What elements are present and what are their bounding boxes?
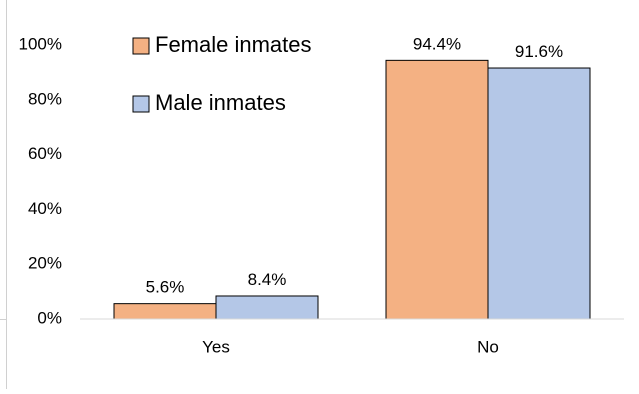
bar-yes-series-1: [113, 303, 217, 320]
bar-no-series-1: [385, 59, 489, 320]
bar-yes-series-2: [215, 295, 319, 320]
y-axis: 0% 20% 40% 60% 80% 100%: [19, 34, 62, 327]
data-labels: 5.6% 8.4% 94.4% 91.6%: [146, 34, 563, 296]
legend-swatch-series-2: [132, 95, 150, 113]
x-tick-label: No: [477, 337, 499, 356]
y-tick-label: 40%: [28, 199, 62, 218]
legend: Female inmates Male inmates: [132, 32, 312, 115]
y-tick-label: 80%: [28, 89, 62, 108]
data-label: 5.6%: [146, 278, 185, 297]
y-tick-label: 0%: [37, 308, 62, 327]
bar-no-series-2: [487, 67, 591, 320]
panel-edge-line: [6, 0, 7, 389]
legend-label: Male inmates: [155, 90, 286, 115]
panel-edge-tick: [0, 319, 6, 320]
y-tick-label: 100%: [19, 34, 62, 53]
x-tick-label: Yes: [202, 337, 230, 356]
y-tick-label: 60%: [28, 144, 62, 163]
legend-label: Female inmates: [155, 32, 312, 57]
bars: [113, 59, 591, 320]
data-label: 94.4%: [413, 34, 461, 53]
legend-swatch-series-1: [132, 37, 150, 55]
data-label: 8.4%: [248, 270, 287, 289]
x-axis: Yes No: [202, 337, 499, 356]
y-tick-label: 20%: [28, 254, 62, 273]
data-label: 91.6%: [515, 42, 563, 61]
